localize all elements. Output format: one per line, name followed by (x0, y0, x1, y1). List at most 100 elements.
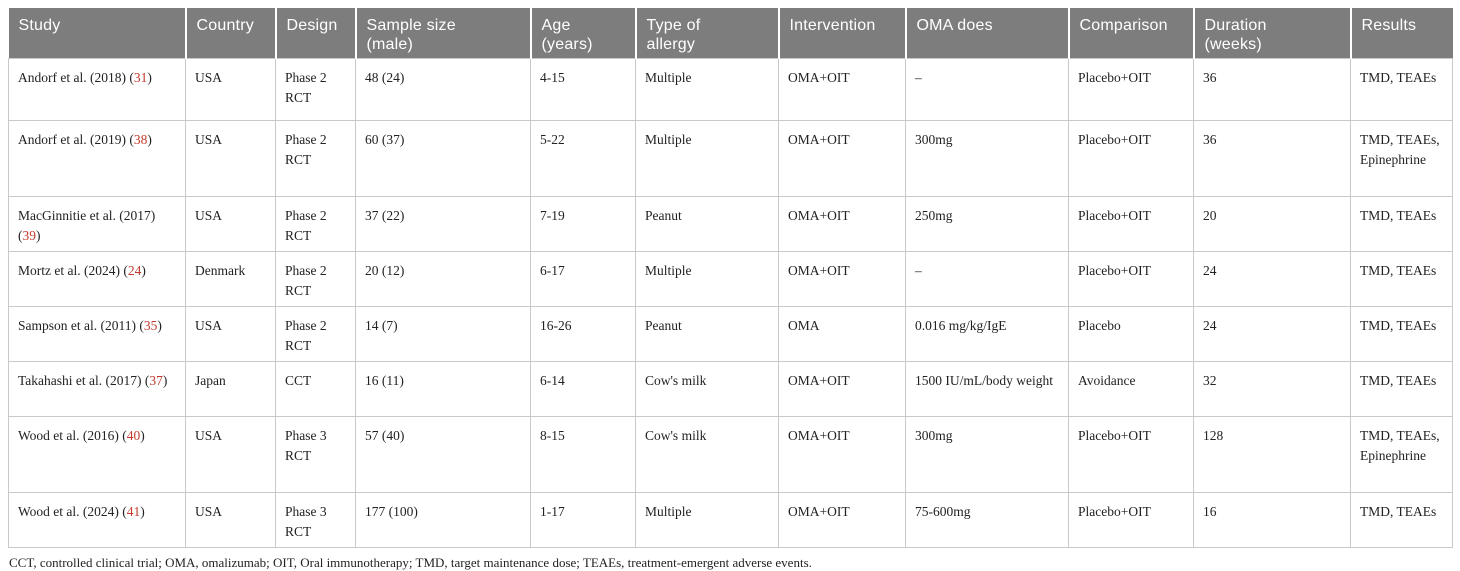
cell-oma-dose: – (905, 58, 1069, 121)
cell-duration: 20 (1193, 196, 1351, 252)
col-header-oma-dose: OMA does (905, 8, 1070, 59)
cell-duration: 128 (1193, 416, 1351, 493)
cell-comparison: Placebo+OIT (1068, 58, 1194, 121)
cell-allergy: Multiple (635, 120, 779, 197)
cell-country: USA (185, 58, 276, 121)
col-header-study: Study (8, 8, 187, 59)
cell-design: Phase 3 RCT (275, 492, 356, 548)
cell-comparison: Placebo+OIT (1068, 492, 1194, 548)
cell-comparison: Avoidance (1068, 361, 1194, 417)
citation-close: ) (162, 373, 168, 388)
col-header-results: Results (1350, 8, 1453, 59)
cell-allergy: Multiple (635, 492, 779, 548)
cell-oma-dose: 300mg (905, 120, 1069, 197)
cell-comparison: Placebo (1068, 306, 1194, 362)
cell-age: 6-14 (530, 361, 636, 417)
cell-results: TMD, TEAEs (1350, 58, 1453, 121)
cell-country: USA (185, 492, 276, 548)
cell-design: Phase 2 RCT (275, 196, 356, 252)
study-label: Takahashi et al. (2017) ( (18, 373, 150, 388)
study-label: Mortz et al. (2024) ( (18, 263, 128, 278)
cell-study: Andorf et al. (2019) (38) (8, 120, 186, 197)
cell-results: TMD, TEAEs, Epinephrine (1350, 416, 1453, 493)
cell-oma-dose: 250mg (905, 196, 1069, 252)
cell-design: Phase 2 RCT (275, 58, 356, 121)
cell-oma-dose: 1500 IU/mL/body weight (905, 361, 1069, 417)
citation-link[interactable]: 38 (133, 132, 148, 147)
cell-duration: 32 (1193, 361, 1351, 417)
citation-link[interactable]: 35 (143, 318, 158, 333)
cell-study: MacGinnitie et al. (2017) (39) (8, 196, 186, 252)
citation-close: ) (140, 504, 145, 519)
cell-age: 1-17 (530, 492, 636, 548)
citation-close: ) (140, 428, 145, 443)
cell-allergy: Cow's milk (635, 361, 779, 417)
cell-sample-size: 57 (40) (355, 416, 531, 493)
study-label: Wood et al. (2016) ( (18, 428, 127, 443)
cell-study: Takahashi et al. (2017) (37) (8, 361, 186, 417)
cell-allergy: Cow's milk (635, 416, 779, 493)
citation-link[interactable]: 40 (126, 428, 141, 443)
citation-link[interactable]: 24 (127, 263, 142, 278)
citation-close: ) (147, 70, 152, 85)
cell-oma-dose: 75-600mg (905, 492, 1069, 548)
cell-age: 4-15 (530, 58, 636, 121)
cell-design: CCT (275, 361, 356, 417)
cell-results: TMD, TEAEs (1350, 361, 1453, 417)
cell-study: Sampson et al. (2011) (35) (8, 306, 186, 362)
cell-sample-size: 60 (37) (355, 120, 531, 197)
cell-design: Phase 2 RCT (275, 251, 356, 307)
cell-comparison: Placebo+OIT (1068, 416, 1194, 493)
cell-country: USA (185, 120, 276, 197)
cell-allergy: Peanut (635, 306, 779, 362)
cell-results: TMD, TEAEs (1350, 196, 1453, 252)
table-row: Wood et al. (2016) (40) USA Phase 3 RCT … (8, 416, 1453, 493)
cell-age: 16-26 (530, 306, 636, 362)
cell-intervention: OMA+OIT (778, 416, 906, 493)
cell-sample-size: 16 (11) (355, 361, 531, 417)
cell-allergy: Peanut (635, 196, 779, 252)
col-header-design: Design (275, 8, 357, 59)
cell-comparison: Placebo+OIT (1068, 196, 1194, 252)
citation-link[interactable]: 41 (126, 504, 141, 519)
study-label: Sampson et al. (2011) ( (18, 318, 144, 333)
col-header-type-of-allergy: Type of allergy (635, 8, 780, 59)
cell-study: Wood et al. (2016) (40) (8, 416, 186, 493)
cell-age: 6-17 (530, 251, 636, 307)
study-label: Andorf et al. (2018) ( (18, 70, 134, 85)
study-label: Andorf et al. (2019) ( (18, 132, 134, 147)
table-row: Sampson et al. (2011) (35) USA Phase 2 R… (8, 306, 1453, 362)
cell-sample-size: 14 (7) (355, 306, 531, 362)
table-row: Takahashi et al. (2017) (37) Japan CCT 1… (8, 361, 1453, 417)
table-row: Andorf et al. (2018) (31) USA Phase 2 RC… (8, 58, 1453, 121)
cell-sample-size: 48 (24) (355, 58, 531, 121)
study-label: MacGinnitie et al. (2017) ( (18, 208, 156, 243)
cell-duration: 16 (1193, 492, 1351, 548)
cell-design: Phase 3 RCT (275, 416, 356, 493)
header-row: Study Country Design Sample size (male) … (8, 8, 1453, 59)
citation-close: ) (36, 228, 41, 243)
citation-link[interactable]: 37 (149, 373, 163, 388)
citation-close: ) (141, 263, 146, 278)
cell-allergy: Multiple (635, 251, 779, 307)
cell-duration: 36 (1193, 120, 1351, 197)
cell-comparison: Placebo+OIT (1068, 251, 1194, 307)
cell-duration: 36 (1193, 58, 1351, 121)
citation-link[interactable]: 31 (133, 70, 148, 85)
cell-duration: 24 (1193, 306, 1351, 362)
col-header-duration: Duration (weeks) (1193, 8, 1352, 59)
study-label: Wood et al. (2024) ( (18, 504, 127, 519)
cell-country: Denmark (185, 251, 276, 307)
col-header-country: Country (185, 8, 277, 59)
table-row: Wood et al. (2024) (41) USA Phase 3 RCT … (8, 492, 1453, 548)
cell-study: Wood et al. (2024) (41) (8, 492, 186, 548)
cell-sample-size: 20 (12) (355, 251, 531, 307)
cell-oma-dose: 300mg (905, 416, 1069, 493)
cell-country: USA (185, 196, 276, 252)
cell-intervention: OMA+OIT (778, 196, 906, 252)
cell-intervention: OMA (778, 306, 906, 362)
citation-link[interactable]: 39 (22, 228, 37, 243)
cell-results: TMD, TEAEs (1350, 251, 1453, 307)
cell-results: TMD, TEAEs (1350, 492, 1453, 548)
